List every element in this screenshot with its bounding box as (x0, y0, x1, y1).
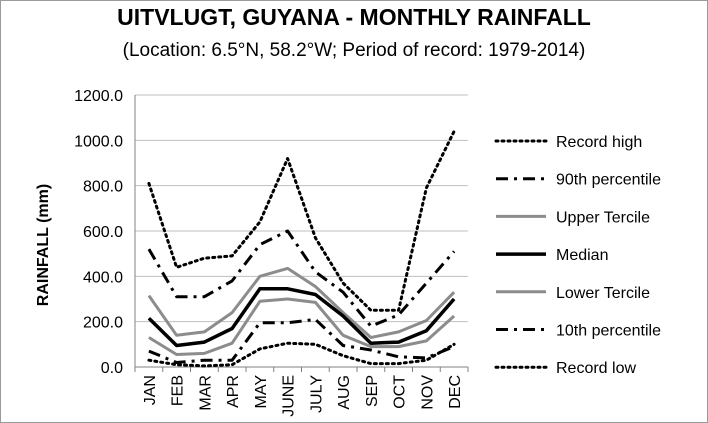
legend-item: Median (496, 247, 608, 264)
series-line (147, 129, 456, 312)
y-tick-label: 800.0 (83, 179, 123, 196)
y-tick-label: 600.0 (83, 224, 123, 241)
legend-label: Record high (556, 134, 642, 151)
series-line (147, 287, 456, 348)
legend-label: Upper Tercile (556, 209, 650, 226)
x-tick-label: FEB (170, 375, 187, 406)
x-tick-label: NOV (419, 375, 436, 410)
y-tick-label: 400.0 (83, 269, 123, 286)
series-line (147, 229, 456, 328)
axes: RAINFALL (mm) 0.0 200.0 400.0 600.0 800.0 100… (35, 88, 469, 417)
series-lines (147, 129, 456, 368)
y-tick-label: 0.0 (101, 360, 123, 377)
x-tick-label: APR (225, 375, 242, 408)
series-line (148, 317, 455, 364)
y-tick-label: 200.0 (83, 315, 123, 332)
legend-item: 90th percentile (496, 172, 661, 189)
x-tick-label: AUG (336, 375, 353, 410)
x-tick-label: DEC (447, 375, 464, 409)
legend-label: Median (556, 247, 608, 264)
legend-item: Record high (494, 134, 642, 151)
legend-label: Lower Tercile (556, 285, 650, 302)
y-axis-label: RAINFALL (mm) (35, 184, 52, 306)
series-line (147, 341, 456, 368)
x-tick-label: JULY (308, 375, 325, 413)
legend-item: Upper Tercile (496, 209, 650, 226)
series-line (147, 266, 456, 339)
y-tick-label: 1000.0 (74, 133, 123, 150)
legend-label: 90th percentile (556, 172, 661, 189)
x-tick-label: MAY (253, 375, 270, 409)
series-line (148, 297, 456, 356)
legend-label: 10th percentile (556, 323, 661, 340)
legend: Record high 90th percentile Upper Tercile M… (494, 134, 661, 377)
x-tick-label: SEP (364, 375, 381, 407)
legend-item: Lower Tercile (496, 285, 650, 302)
legend-item: 10th percentile (496, 323, 661, 340)
chart-title: UITVLUGT, GUYANA - MONTHLY RAINFALL (117, 4, 591, 30)
legend-item: Record low (494, 360, 636, 377)
x-tick-label: JUNE (281, 375, 298, 417)
x-tick-label: JAN (142, 375, 159, 405)
chart-subtitle: (Location: 6.5°N, 58.2°W; Period of reco… (122, 40, 586, 61)
gridlines (135, 94, 468, 323)
x-tick-label: MAR (197, 375, 214, 411)
x-tick-label: OCT (392, 375, 409, 409)
y-tick-label: 1200.0 (74, 88, 123, 105)
legend-label: Record low (556, 360, 636, 377)
